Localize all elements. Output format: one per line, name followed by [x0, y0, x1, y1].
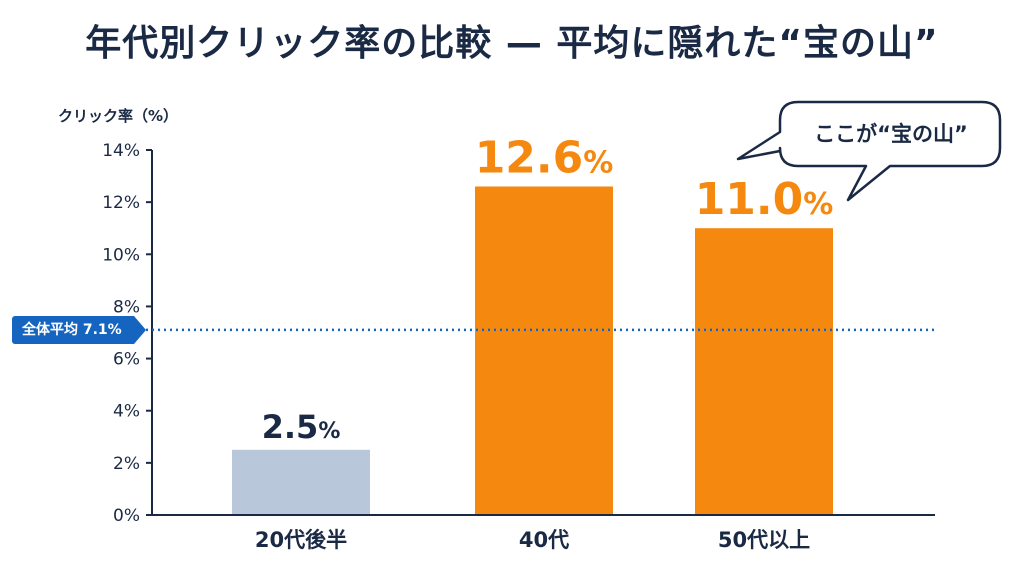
y-axis-ticks: 0% 2% 4% 6% 8% 10% 12% 14%: [102, 141, 152, 526]
bars: 2.5% 12.6% 11.0%: [232, 133, 834, 515]
y-tick-label: 10%: [102, 245, 140, 265]
y-axis-label: クリック率（%）: [58, 107, 178, 125]
category-labels: 20代後半 40代 50代以上: [255, 528, 810, 552]
x-category-label: 40代: [519, 528, 569, 552]
y-tick-label: 8%: [113, 297, 140, 317]
y-tick-label: 2%: [113, 454, 140, 474]
y-tick-label: 6%: [113, 350, 140, 370]
callout-text: ここが“宝の山”: [814, 122, 968, 146]
y-tick-label: 12%: [102, 193, 140, 213]
bar: [695, 228, 833, 515]
bar: [232, 449, 370, 515]
bar-value-label: 2.5%: [262, 408, 341, 446]
y-tick-label: 14%: [102, 141, 140, 161]
x-category-label: 50代以上: [718, 528, 810, 552]
y-tick-label: 0%: [113, 506, 140, 526]
callout-bubble: [736, 100, 1002, 202]
bar-value-label: 12.6%: [475, 133, 614, 184]
bar-value-label: 11.0%: [695, 174, 834, 225]
bar: [475, 186, 613, 515]
average-label: 全体平均 7.1%: [12, 315, 146, 344]
x-category-label: 20代後半: [255, 528, 347, 552]
chart-title: 年代別クリック率の比較 — 平均に隠れた“宝の山”: [85, 23, 939, 64]
y-tick-label: 4%: [113, 402, 140, 422]
